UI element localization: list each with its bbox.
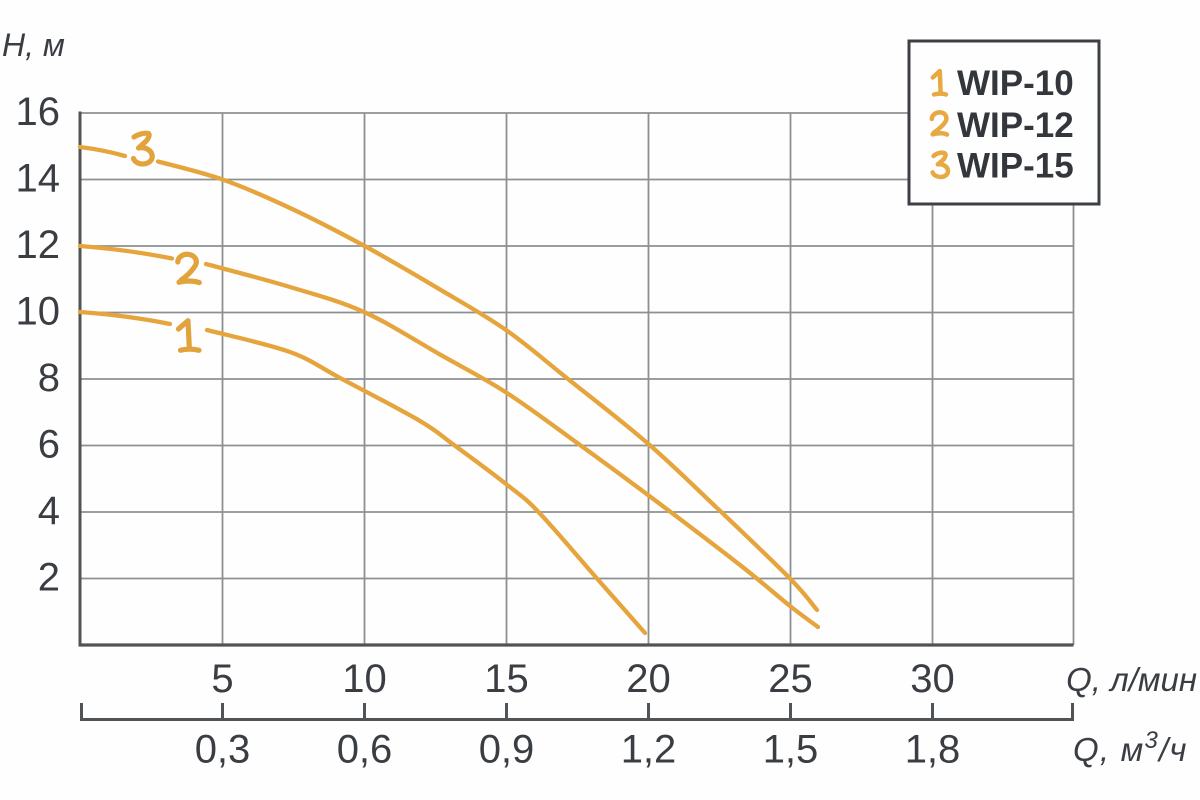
svg-text:16: 16	[16, 90, 61, 134]
svg-text:15: 15	[484, 657, 529, 701]
svg-text:Q, м3/ч: Q, м3/ч	[1073, 727, 1188, 768]
svg-text:10: 10	[16, 290, 61, 334]
svg-text:WIP-12: WIP-12	[957, 106, 1074, 145]
svg-text:6: 6	[38, 423, 60, 467]
svg-text:25: 25	[768, 657, 813, 701]
svg-text:1,8: 1,8	[905, 728, 961, 772]
svg-text:8: 8	[38, 356, 60, 400]
svg-text:1,5: 1,5	[763, 728, 819, 772]
svg-text:0,6: 0,6	[337, 728, 393, 772]
svg-text:H, м: H, м	[2, 27, 65, 63]
svg-text:WIP-15: WIP-15	[957, 147, 1074, 186]
svg-text:12: 12	[16, 223, 61, 267]
svg-text:5: 5	[211, 657, 233, 701]
svg-text:WIP-10: WIP-10	[957, 64, 1074, 103]
svg-text:4: 4	[38, 489, 60, 533]
svg-text:20: 20	[626, 657, 671, 701]
svg-text:14: 14	[16, 157, 61, 201]
svg-text:0,9: 0,9	[479, 728, 535, 772]
svg-text:2: 2	[38, 556, 60, 600]
svg-text:Q, л/мин: Q, л/мин	[1066, 661, 1197, 698]
svg-text:10: 10	[342, 657, 387, 701]
svg-text:30: 30	[910, 657, 955, 701]
svg-text:1,2: 1,2	[621, 728, 677, 772]
svg-text:0,3: 0,3	[195, 728, 251, 772]
